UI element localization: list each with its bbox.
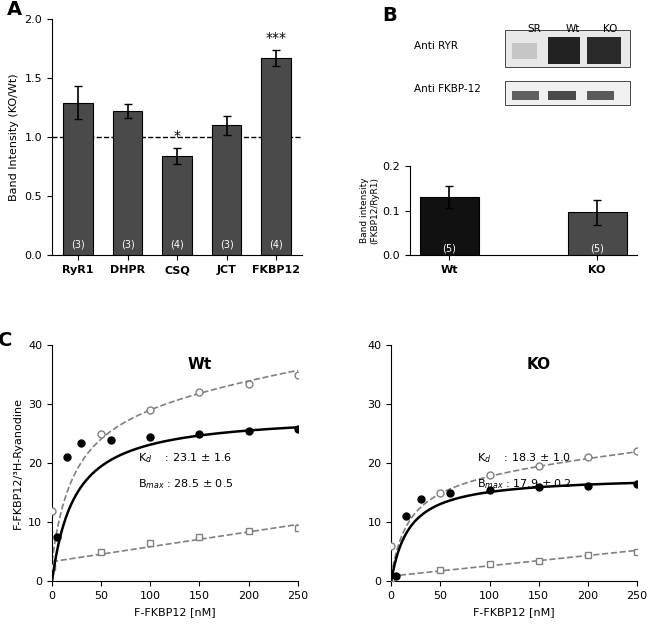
Bar xyxy=(63,103,93,255)
Text: Wt: Wt xyxy=(187,357,211,372)
Text: SR: SR xyxy=(528,24,541,34)
Bar xyxy=(113,111,142,255)
Text: (5): (5) xyxy=(590,243,604,253)
X-axis label: F-FKBP12 [nM]: F-FKBP12 [nM] xyxy=(473,607,555,617)
Bar xyxy=(549,37,580,64)
Text: A: A xyxy=(7,0,22,19)
Text: Anti FKBP-12: Anti FKBP-12 xyxy=(414,84,481,94)
Bar xyxy=(505,30,630,67)
Y-axis label: Band intensity
(FKBP12/RyR1): Band intensity (FKBP12/RyR1) xyxy=(360,177,380,244)
Y-axis label: F-FKBP12/³H-Ryanodine: F-FKBP12/³H-Ryanodine xyxy=(12,398,23,529)
Y-axis label: Band Intensity (KO/Wt): Band Intensity (KO/Wt) xyxy=(9,73,19,201)
Text: *: * xyxy=(174,129,181,143)
Text: KO: KO xyxy=(526,357,551,372)
Text: (3): (3) xyxy=(121,240,135,250)
Text: (4): (4) xyxy=(170,240,184,250)
X-axis label: F-FKBP12 [nM]: F-FKBP12 [nM] xyxy=(134,607,216,617)
Bar xyxy=(261,58,291,255)
Bar xyxy=(587,37,621,64)
Text: C: C xyxy=(0,331,12,350)
Bar xyxy=(212,125,241,255)
Text: KO: KO xyxy=(603,24,617,34)
Text: K$_d$    : 18.3 ± 1.0: K$_d$ : 18.3 ± 1.0 xyxy=(477,451,571,465)
Text: K$_d$    : 23.1 ± 1.6: K$_d$ : 23.1 ± 1.6 xyxy=(138,451,232,465)
Text: B$_{max}$ : 28.5 ± 0.5: B$_{max}$ : 28.5 ± 0.5 xyxy=(138,477,233,491)
Text: B$_{max}$ : 17.9 ± 0.2: B$_{max}$ : 17.9 ± 0.2 xyxy=(477,477,572,491)
Text: B: B xyxy=(382,6,397,25)
Bar xyxy=(505,82,630,105)
Text: (3): (3) xyxy=(220,240,233,250)
Text: (5): (5) xyxy=(443,243,456,253)
Text: Anti RYR: Anti RYR xyxy=(414,41,458,51)
Bar xyxy=(512,42,537,59)
Bar xyxy=(512,91,540,99)
Bar xyxy=(162,156,192,255)
Text: ***: *** xyxy=(265,31,287,45)
Text: Wt: Wt xyxy=(566,24,580,34)
Text: (4): (4) xyxy=(269,240,283,250)
Bar xyxy=(587,91,614,99)
Bar xyxy=(567,212,627,255)
Bar xyxy=(420,197,479,255)
Text: (3): (3) xyxy=(72,240,85,250)
Bar xyxy=(549,91,576,99)
